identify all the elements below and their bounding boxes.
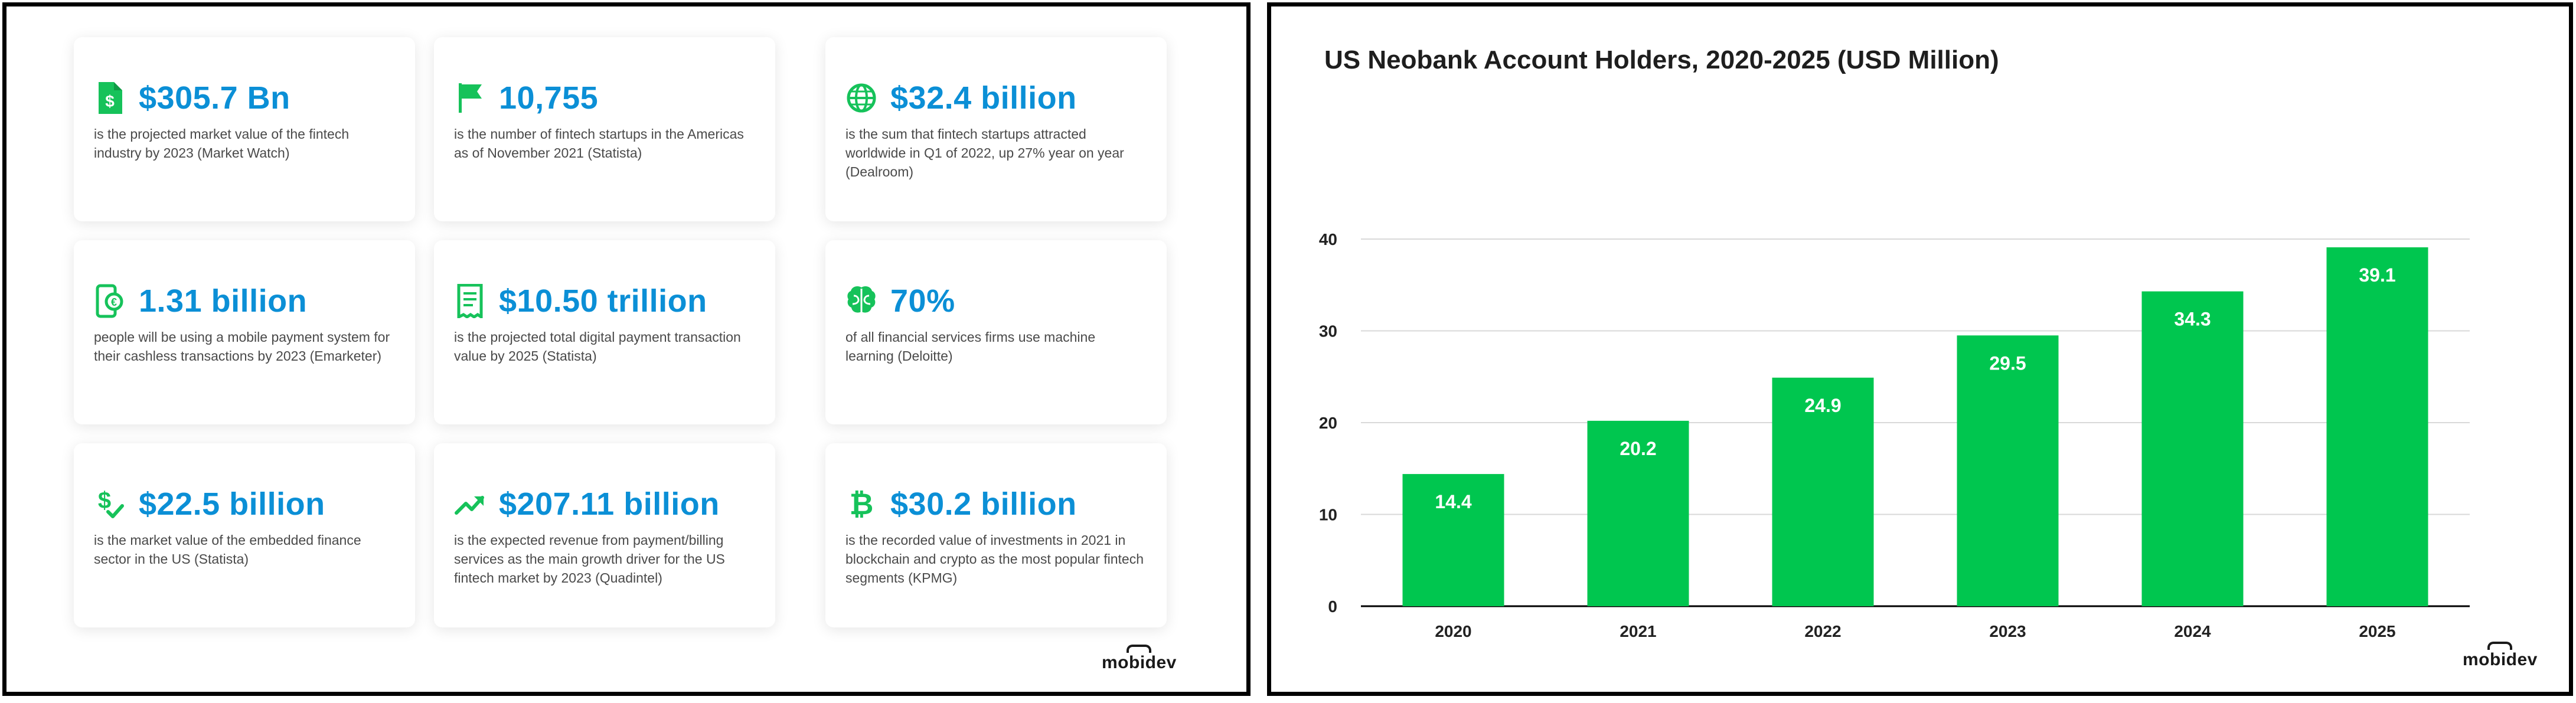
stat-card-header: 10,755 [454, 80, 755, 116]
stat-value: 10,755 [499, 80, 599, 116]
data-label: 24.9 [1804, 395, 1841, 416]
x-tick-label: 2022 [1804, 622, 1841, 640]
fintech-stats-panel: $ $305.7 Bn is the projected market valu… [2, 2, 1251, 696]
mobidev-logo: mobidev [2463, 642, 2538, 670]
stat-description: is the number of fintech startups in the… [454, 126, 744, 161]
stat-description: is the expected revenue from payment/bil… [454, 532, 725, 586]
stat-value: $32.4 billion [890, 80, 1077, 116]
mobile-payment-icon: € [94, 284, 126, 318]
svg-text:$: $ [98, 488, 111, 514]
logo-mark-icon [2487, 642, 2513, 650]
mobidev-logo: mobidev [1102, 645, 1177, 673]
bar [1402, 474, 1504, 606]
svg-text:₿: ₿ [850, 488, 874, 521]
stat-description: is the recorded value of investments in … [845, 532, 1144, 586]
data-label: 39.1 [2359, 264, 2395, 286]
bar [2326, 247, 2428, 606]
svg-text:€: € [111, 296, 117, 308]
stat-card: $32.4 billion is the sum that fintech st… [825, 37, 1167, 221]
stat-description: people will be using a mobile payment sy… [94, 329, 390, 364]
bar-chart: 0 10 20 30 40 14.4 2020 20.2 2021 24.9 2022 29.5 202… [1319, 230, 2470, 640]
neobank-chart-panel: 0 10 20 30 40 14.4 2020 20.2 2021 24.9 2022 29.5 202… [1267, 2, 2573, 696]
y-tick-label: 10 [1319, 506, 1337, 524]
stat-card-header: $10.50 trillion [454, 283, 755, 319]
bar [1772, 377, 1874, 606]
data-label: 34.3 [2174, 309, 2211, 330]
stat-card: € 1.31 billion people will be using a mo… [74, 240, 415, 424]
stat-value: $207.11 billion [499, 486, 720, 522]
flag-icon [454, 81, 486, 115]
x-tick-label: 2021 [1620, 622, 1656, 640]
brain-icon [845, 284, 877, 318]
stat-card: ₿ $30.2 billion is the recorded value of… [825, 443, 1167, 627]
stat-description: of all financial services firms use mach… [845, 329, 1096, 364]
stat-description: is the market value of the embedded fina… [94, 532, 361, 567]
bar [1587, 420, 1689, 606]
stat-card: $10.50 trillion is the projected total d… [434, 240, 775, 424]
stat-card-header: € 1.31 billion [94, 283, 395, 319]
x-tick-label: 2025 [2359, 622, 2395, 640]
logo-text: mobidev [1102, 653, 1177, 672]
bar [2141, 291, 2244, 606]
stat-value: $30.2 billion [890, 486, 1077, 522]
stat-value: $305.7 Bn [139, 80, 290, 116]
chart-title: US Neobank Account Holders, 2020-2025 (U… [1324, 45, 1999, 74]
svg-text:$: $ [105, 92, 115, 110]
stat-card-header: $ $22.5 billion [94, 486, 395, 522]
x-tick-label: 2023 [1989, 622, 2026, 640]
stat-description: is the projected total digital payment t… [454, 329, 741, 364]
stat-value: 70% [890, 283, 955, 319]
stat-card-header: ₿ $30.2 billion [845, 486, 1147, 522]
logo-text: mobidev [2463, 650, 2538, 669]
stat-card: 10,755 is the number of fintech startups… [434, 37, 775, 221]
stat-value: 1.31 billion [139, 283, 308, 319]
globe-icon [845, 81, 877, 115]
y-tick-label: 20 [1319, 414, 1337, 432]
y-tick-label: 40 [1319, 230, 1337, 248]
logo-mark-icon [1127, 645, 1152, 653]
stat-card-header: $32.4 billion [845, 80, 1147, 116]
stat-card-header: $207.11 billion [454, 486, 755, 522]
x-tick-label: 2020 [1435, 622, 1471, 640]
x-tick-label: 2024 [2174, 622, 2211, 640]
stat-value: $22.5 billion [139, 486, 325, 522]
data-label: 29.5 [1989, 352, 2026, 374]
stat-description: is the projected market value of the fin… [94, 126, 350, 161]
bar [1957, 335, 2059, 606]
stat-card: $ $22.5 billion is the market value of t… [74, 443, 415, 627]
stat-card: $ $305.7 Bn is the projected market valu… [74, 37, 415, 221]
stat-description: is the sum that fintech startups attract… [845, 126, 1124, 179]
y-tick-label: 30 [1319, 322, 1337, 341]
stat-card-header: $ $305.7 Bn [94, 80, 395, 116]
trend-up-icon [454, 487, 486, 521]
stat-card: $207.11 billion is the expected revenue … [434, 443, 775, 627]
stat-value: $10.50 trillion [499, 283, 707, 319]
stat-card-header: 70% [845, 283, 1147, 319]
data-label: 14.4 [1435, 491, 1471, 512]
y-tick-label: 0 [1328, 597, 1337, 616]
stat-card: 70% of all financial services firms use … [825, 240, 1167, 424]
dollar-document-icon: $ [94, 81, 126, 115]
dollar-check-icon: $ [94, 487, 126, 521]
receipt-icon [454, 284, 486, 318]
bitcoin-icon: ₿ [845, 487, 877, 521]
data-label: 20.2 [1620, 438, 1656, 459]
